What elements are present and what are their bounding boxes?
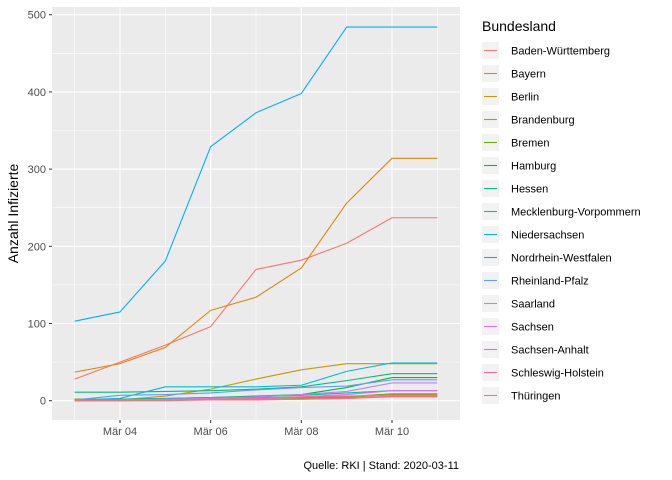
x-tick-label: Mär 08 — [284, 426, 318, 438]
series-line-bayern — [74, 157, 438, 373]
legend-item: Bremen — [482, 134, 550, 151]
series-line-hessen — [74, 373, 438, 393]
legend-item: Hamburg — [482, 157, 556, 174]
y-tick-label: 0 — [40, 396, 46, 408]
y-tick-label: 200 — [28, 241, 46, 253]
x-axis: Mär 04 Mär 06 Mär 08 Mär 10 — [103, 420, 409, 438]
legend-label: Baden-Württemberg — [511, 46, 610, 58]
legend-item: Thüringen — [482, 387, 561, 404]
legend-item: Nordrhein-Westfalen — [482, 249, 612, 266]
legend-label: Schleswig-Holstein — [511, 368, 604, 380]
series-lines — [74, 26, 438, 402]
legend-item: Schleswig-Holstein — [482, 364, 604, 381]
legend-item: Rheinland-Pfalz — [482, 272, 589, 289]
legend-item: Bayern — [482, 65, 546, 82]
caption: Quelle: RKI | Stand: 2020-03-11 — [303, 460, 459, 472]
legend-label: Bremen — [511, 138, 550, 150]
series-line-baden-württemberg — [74, 217, 438, 380]
y-axis-title: Anzahl Infizierte — [5, 163, 21, 263]
legend-item: Sachsen-Anhalt — [482, 341, 589, 358]
legend-label: Niedersachsen — [511, 230, 584, 242]
major-gridlines — [52, 7, 460, 420]
legend-label: Saarland — [511, 299, 555, 311]
y-tick-label: 500 — [28, 10, 46, 22]
x-tick-label: Mär 10 — [375, 426, 409, 438]
legend-label: Hessen — [511, 184, 548, 196]
legend-label: Brandenburg — [511, 115, 575, 127]
y-tick-label: 400 — [28, 87, 46, 99]
series-line-nordrhein-westfalen — [74, 26, 438, 322]
legend-item: Baden-Württemberg — [482, 42, 610, 59]
legend-label: Rheinland-Pfalz — [511, 276, 589, 288]
legend-label: Mecklenburg-Vorpommern — [511, 207, 641, 219]
legend-item: Mecklenburg-Vorpommern — [482, 203, 641, 220]
legend-label: Bayern — [511, 69, 546, 81]
x-tick-label: Mär 06 — [194, 426, 228, 438]
legend-label: Berlin — [511, 92, 539, 104]
legend-item: Brandenburg — [482, 111, 575, 128]
legend-label: Nordrhein-Westfalen — [511, 253, 612, 265]
x-tick-label: Mär 04 — [103, 426, 137, 438]
legend-label: Hamburg — [511, 161, 556, 173]
legend-item: Saarland — [482, 295, 555, 312]
series-line-rheinland-pfalz — [74, 379, 438, 401]
legend-item: Hessen — [482, 180, 548, 197]
legend-title: Bundesland — [482, 18, 556, 34]
legend-item: Berlin — [482, 88, 539, 105]
legend: Baden-Württemberg Bayern Berlin Brandenburg… — [482, 42, 641, 404]
y-axis: 0 100 200 300 400 500 — [28, 10, 52, 408]
legend-item: Niedersachsen — [482, 226, 584, 243]
legend-item: Sachsen — [482, 318, 554, 335]
y-tick-label: 300 — [28, 164, 46, 176]
series-line-thüringen — [74, 396, 438, 402]
y-tick-label: 100 — [28, 319, 46, 331]
legend-label: Sachsen-Anhalt — [511, 345, 589, 357]
legend-label: Thüringen — [511, 391, 561, 403]
legend-label: Sachsen — [511, 322, 554, 334]
